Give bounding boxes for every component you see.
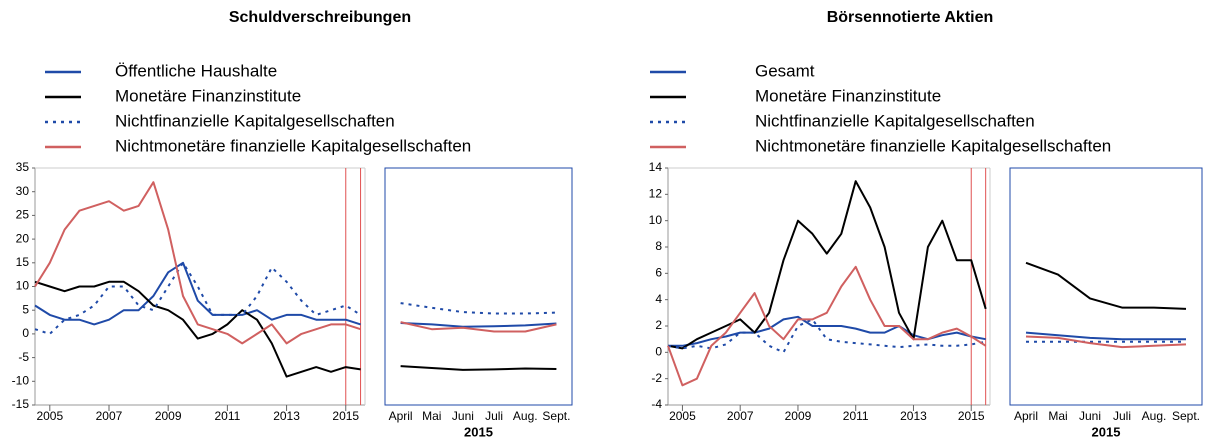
x-tick-label: 2005 <box>36 409 63 423</box>
y-tick-label: -2 <box>651 371 662 385</box>
legend-label: Monetäre Finanzinstitute <box>755 86 941 105</box>
x-tick-label: April <box>1014 409 1038 423</box>
y-tick-label: -4 <box>651 397 662 411</box>
data-line <box>400 365 557 371</box>
y-tick-label: -5 <box>18 350 29 364</box>
y-tick-label: 35 <box>16 160 30 174</box>
legend-label: Nichtmonetäre finanzielle Kapitalgesells… <box>115 136 471 155</box>
x-axis-label: 2015 <box>1092 424 1121 439</box>
x-tick-label: Juni <box>452 409 474 423</box>
chart-title: Schuldverschreibungen <box>229 9 411 26</box>
legend-label: Nichtfinanzielle Kapitalgesellschaften <box>115 111 395 130</box>
plot-frame <box>1009 167 1203 406</box>
x-tick-label: Sept. <box>542 409 570 423</box>
x-tick-label: Sept. <box>1172 409 1200 423</box>
y-tick-label: 0 <box>22 326 29 340</box>
chart-title: Börsennotierte Aktien <box>827 9 994 26</box>
y-tick-label: 8 <box>655 239 662 253</box>
y-tick-label: 20 <box>16 231 30 245</box>
data-line <box>667 180 987 350</box>
data-line <box>400 322 557 328</box>
x-tick-label: 2005 <box>669 409 696 423</box>
y-tick-label: -10 <box>12 373 30 387</box>
legend-label: Nichtmonetäre finanzielle Kapitalgesells… <box>755 136 1111 155</box>
data-line <box>34 261 361 326</box>
x-tick-label: 2013 <box>273 409 300 423</box>
x-tick-label: Aug. <box>1142 409 1167 423</box>
x-tick-label: Mai <box>422 409 441 423</box>
x-tick-label: 2009 <box>785 409 812 423</box>
data-line <box>1025 261 1187 310</box>
y-tick-label: 12 <box>649 187 663 201</box>
legend-label: Monetäre Finanzinstitute <box>115 86 301 105</box>
x-tick-label: Mai <box>1048 409 1067 423</box>
x-tick-label: 2007 <box>96 409 123 423</box>
y-tick-label: 2 <box>655 318 662 332</box>
x-tick-label: 2009 <box>155 409 182 423</box>
data-line <box>400 321 557 333</box>
x-axis-label: 2015 <box>464 424 493 439</box>
data-line <box>34 261 362 335</box>
data-line <box>34 280 361 378</box>
x-tick-label: Juli <box>1113 409 1131 423</box>
y-tick-label: 30 <box>16 184 30 198</box>
data-line <box>667 318 986 354</box>
y-tick-label: 25 <box>16 208 30 222</box>
y-tick-label: 15 <box>16 255 30 269</box>
data-line <box>667 265 987 387</box>
legend-label: Öffentliche Haushalte <box>115 61 277 80</box>
data-line <box>34 181 361 345</box>
y-tick-label: 14 <box>649 160 663 174</box>
y-tick-label: 6 <box>655 266 662 280</box>
x-tick-label: 2015 <box>958 409 985 423</box>
x-tick-label: 2011 <box>843 409 869 423</box>
x-tick-label: April <box>389 409 413 423</box>
x-tick-label: 2015 <box>332 409 359 423</box>
data-line <box>1025 335 1187 349</box>
y-tick-label: 4 <box>655 292 662 306</box>
legend-label: Gesamt <box>755 61 815 80</box>
x-tick-label: Aug. <box>513 409 538 423</box>
y-tick-label: 10 <box>649 213 663 227</box>
y-tick-label: 10 <box>16 279 30 293</box>
x-tick-label: 2011 <box>214 409 240 423</box>
x-tick-label: Juni <box>1079 409 1101 423</box>
data-line <box>1025 331 1186 341</box>
y-tick-label: -15 <box>12 397 30 411</box>
plot-frame <box>384 167 573 406</box>
x-tick-label: 2007 <box>727 409 754 423</box>
y-tick-label: 0 <box>655 345 662 359</box>
x-tick-label: Juli <box>485 409 503 423</box>
data-line <box>400 302 557 315</box>
x-tick-label: 2013 <box>900 409 927 423</box>
y-tick-label: 5 <box>22 302 29 316</box>
legend-label: Nichtfinanzielle Kapitalgesellschaften <box>755 111 1035 130</box>
